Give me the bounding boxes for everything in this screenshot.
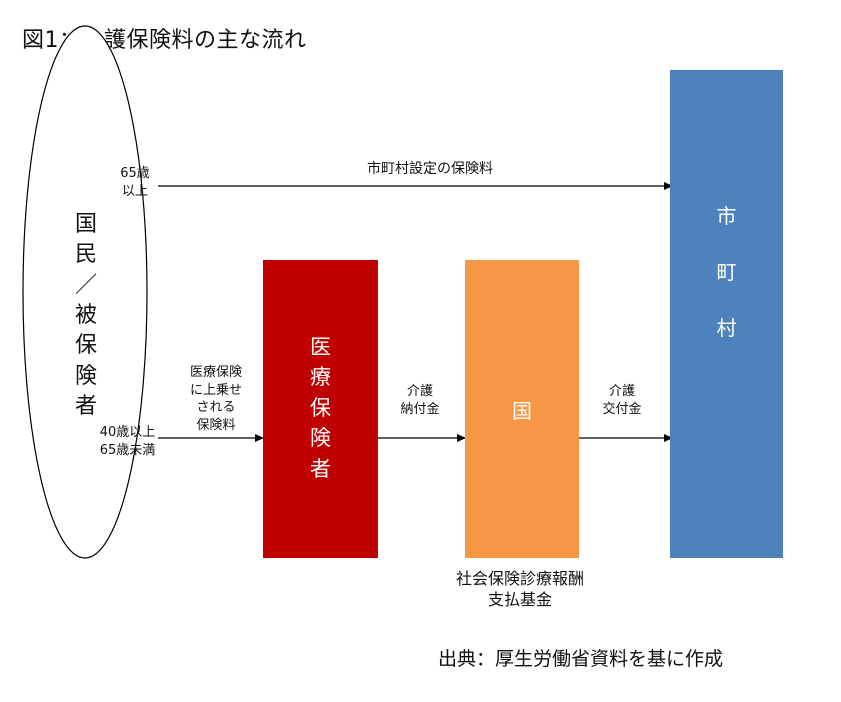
municipality-box: 市 町 村 [670,70,783,558]
arrow-label-care-payment: 介護 納付金 [400,384,440,417]
medical-insurer-box: 医 療 保 険 者 [263,260,378,558]
country-box: 国 [465,260,579,558]
arrow-label-medical-premium: 医療保険 に上乗せ される 保険料 [189,365,242,433]
source-note: 出典：厚生労働省資料を基に作成 [438,648,724,670]
country-label: 国 [512,399,532,423]
age-label-65-plus: 65歳 以上 [120,166,150,199]
insured-ellipse [22,25,148,559]
fund-label: 社会保険診療報酬 支払基金 [455,569,584,609]
insured-label: 国 民 ／ 被 保 険 者 [74,212,97,420]
age-label-40-64: 40歳以上 65歳未満 [99,425,156,458]
arrow-label-care-grant: 介護 交付金 [602,384,642,417]
arrow-label-municipal-premium: 市町村設定の保険料 [367,161,493,177]
municipality-label: 市 町 村 [716,204,737,340]
medical-insurer-label: 医 療 保 険 者 [310,335,331,481]
